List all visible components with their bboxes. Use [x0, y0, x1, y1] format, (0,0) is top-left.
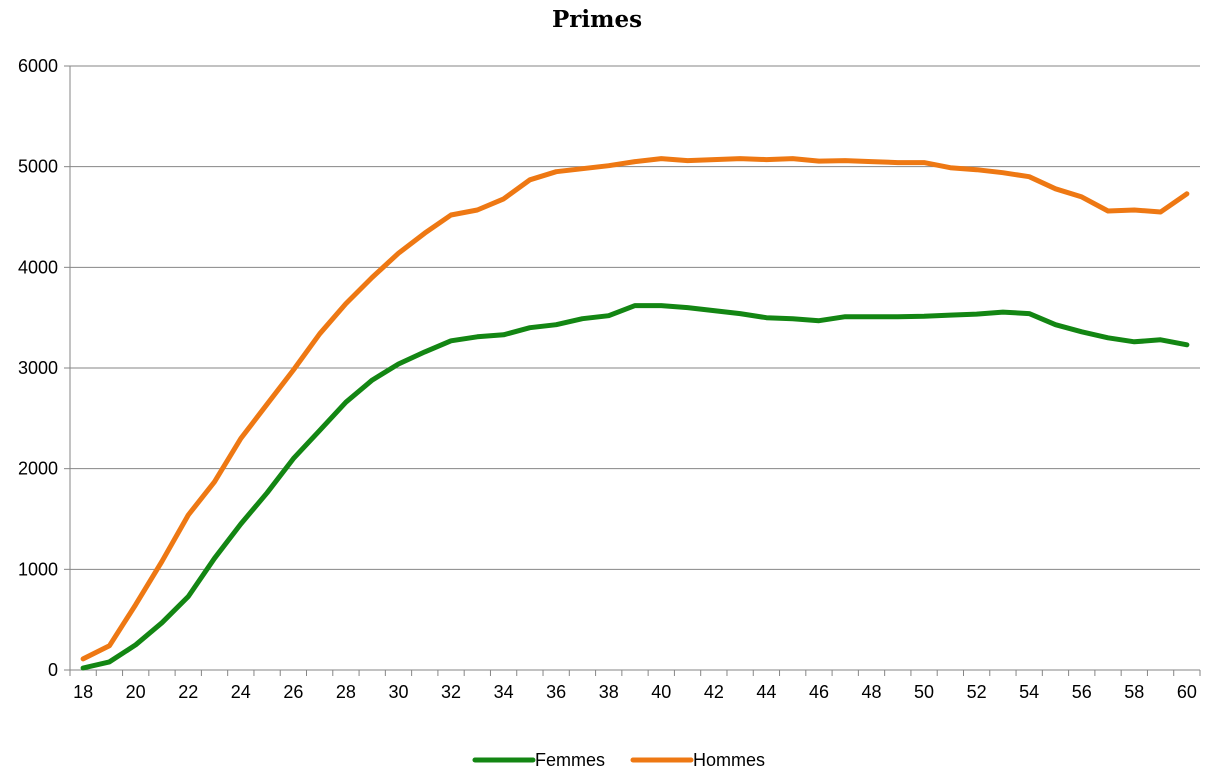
legend-label-femmes: Femmes	[535, 750, 605, 770]
x-tick-label: 20	[126, 682, 146, 702]
x-tick-label: 58	[1124, 682, 1144, 702]
y-tick-label: 2000	[18, 459, 58, 479]
gridlines	[70, 65, 1200, 570]
x-tick-label: 50	[914, 682, 934, 702]
x-tick-label: 38	[599, 682, 619, 702]
y-tick-label: 5000	[18, 157, 58, 177]
legend: Femmes Hommes	[472, 750, 765, 770]
y-tick-label: 3000	[18, 358, 58, 378]
x-tick-label: 52	[967, 682, 987, 702]
x-tick-label: 40	[651, 682, 671, 702]
x-tick-label: 28	[336, 682, 356, 702]
x-tick-label: 60	[1177, 682, 1197, 702]
y-tick-label: 0	[48, 660, 58, 680]
x-tick-label: 32	[441, 682, 461, 702]
y-tick-label: 6000	[18, 56, 58, 76]
x-tick-label: 22	[178, 682, 198, 702]
series-line-hommes	[80, 156, 1190, 662]
x-tick-label: 36	[546, 682, 566, 702]
x-tick-label: 42	[704, 682, 724, 702]
x-tick-label: 30	[388, 682, 408, 702]
x-tick-label: 26	[283, 682, 303, 702]
x-tick-label: 48	[861, 682, 881, 702]
x-tick-label: 34	[494, 682, 514, 702]
chart-title: Primes	[552, 6, 642, 33]
y-tick-label: 4000	[18, 257, 58, 277]
series-line-femmes	[80, 303, 1190, 671]
x-tick-label: 46	[809, 682, 829, 702]
x-tick-label: 54	[1019, 682, 1039, 702]
y-tick-label: 1000	[18, 559, 58, 579]
axes: 0 1000 2000 3000 4000 5000 6000 18 20 22 24 26 28 30 3…	[18, 56, 1201, 702]
x-tick-label: 24	[231, 682, 251, 702]
series-lines	[80, 156, 1190, 671]
x-tick-label: 56	[1072, 682, 1092, 702]
x-tick-label: 44	[756, 682, 776, 702]
legend-label-hommes: Hommes	[693, 750, 765, 770]
x-tick-label: 18	[73, 682, 93, 702]
